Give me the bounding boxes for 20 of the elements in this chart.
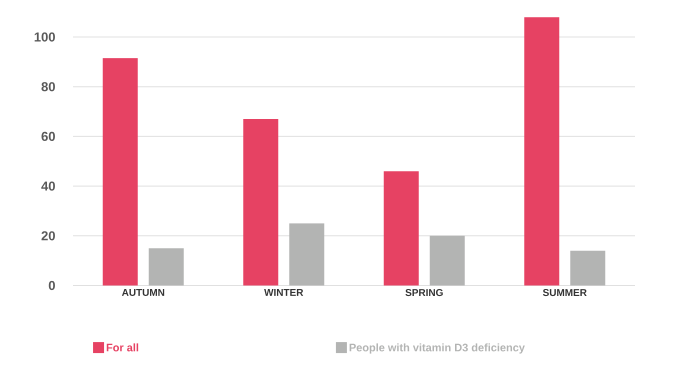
y-tick-label: 0 xyxy=(48,280,55,290)
y-tick-label: 20 xyxy=(42,231,55,240)
bar xyxy=(148,248,184,286)
x-tick-label: AUTUMN xyxy=(122,289,164,296)
bar xyxy=(524,17,560,286)
legend-label: For all xyxy=(106,343,138,352)
x-tick-label: SUMMER xyxy=(542,289,587,296)
legend-label: People with vitamin D3 deficiency xyxy=(350,343,525,354)
bar xyxy=(289,223,324,286)
x-tick-label: WINTER xyxy=(264,289,304,296)
bar xyxy=(430,236,465,286)
y-tick-label: 80 xyxy=(41,82,55,92)
x-tick-label: SPRING xyxy=(405,289,443,296)
y-tick-label: 100 xyxy=(34,32,55,42)
bar xyxy=(384,171,419,286)
bar xyxy=(243,119,278,286)
y-tick-label: 60 xyxy=(42,132,55,141)
bar xyxy=(570,250,606,286)
bar xyxy=(102,58,138,286)
y-tick-label: 40 xyxy=(41,182,55,191)
